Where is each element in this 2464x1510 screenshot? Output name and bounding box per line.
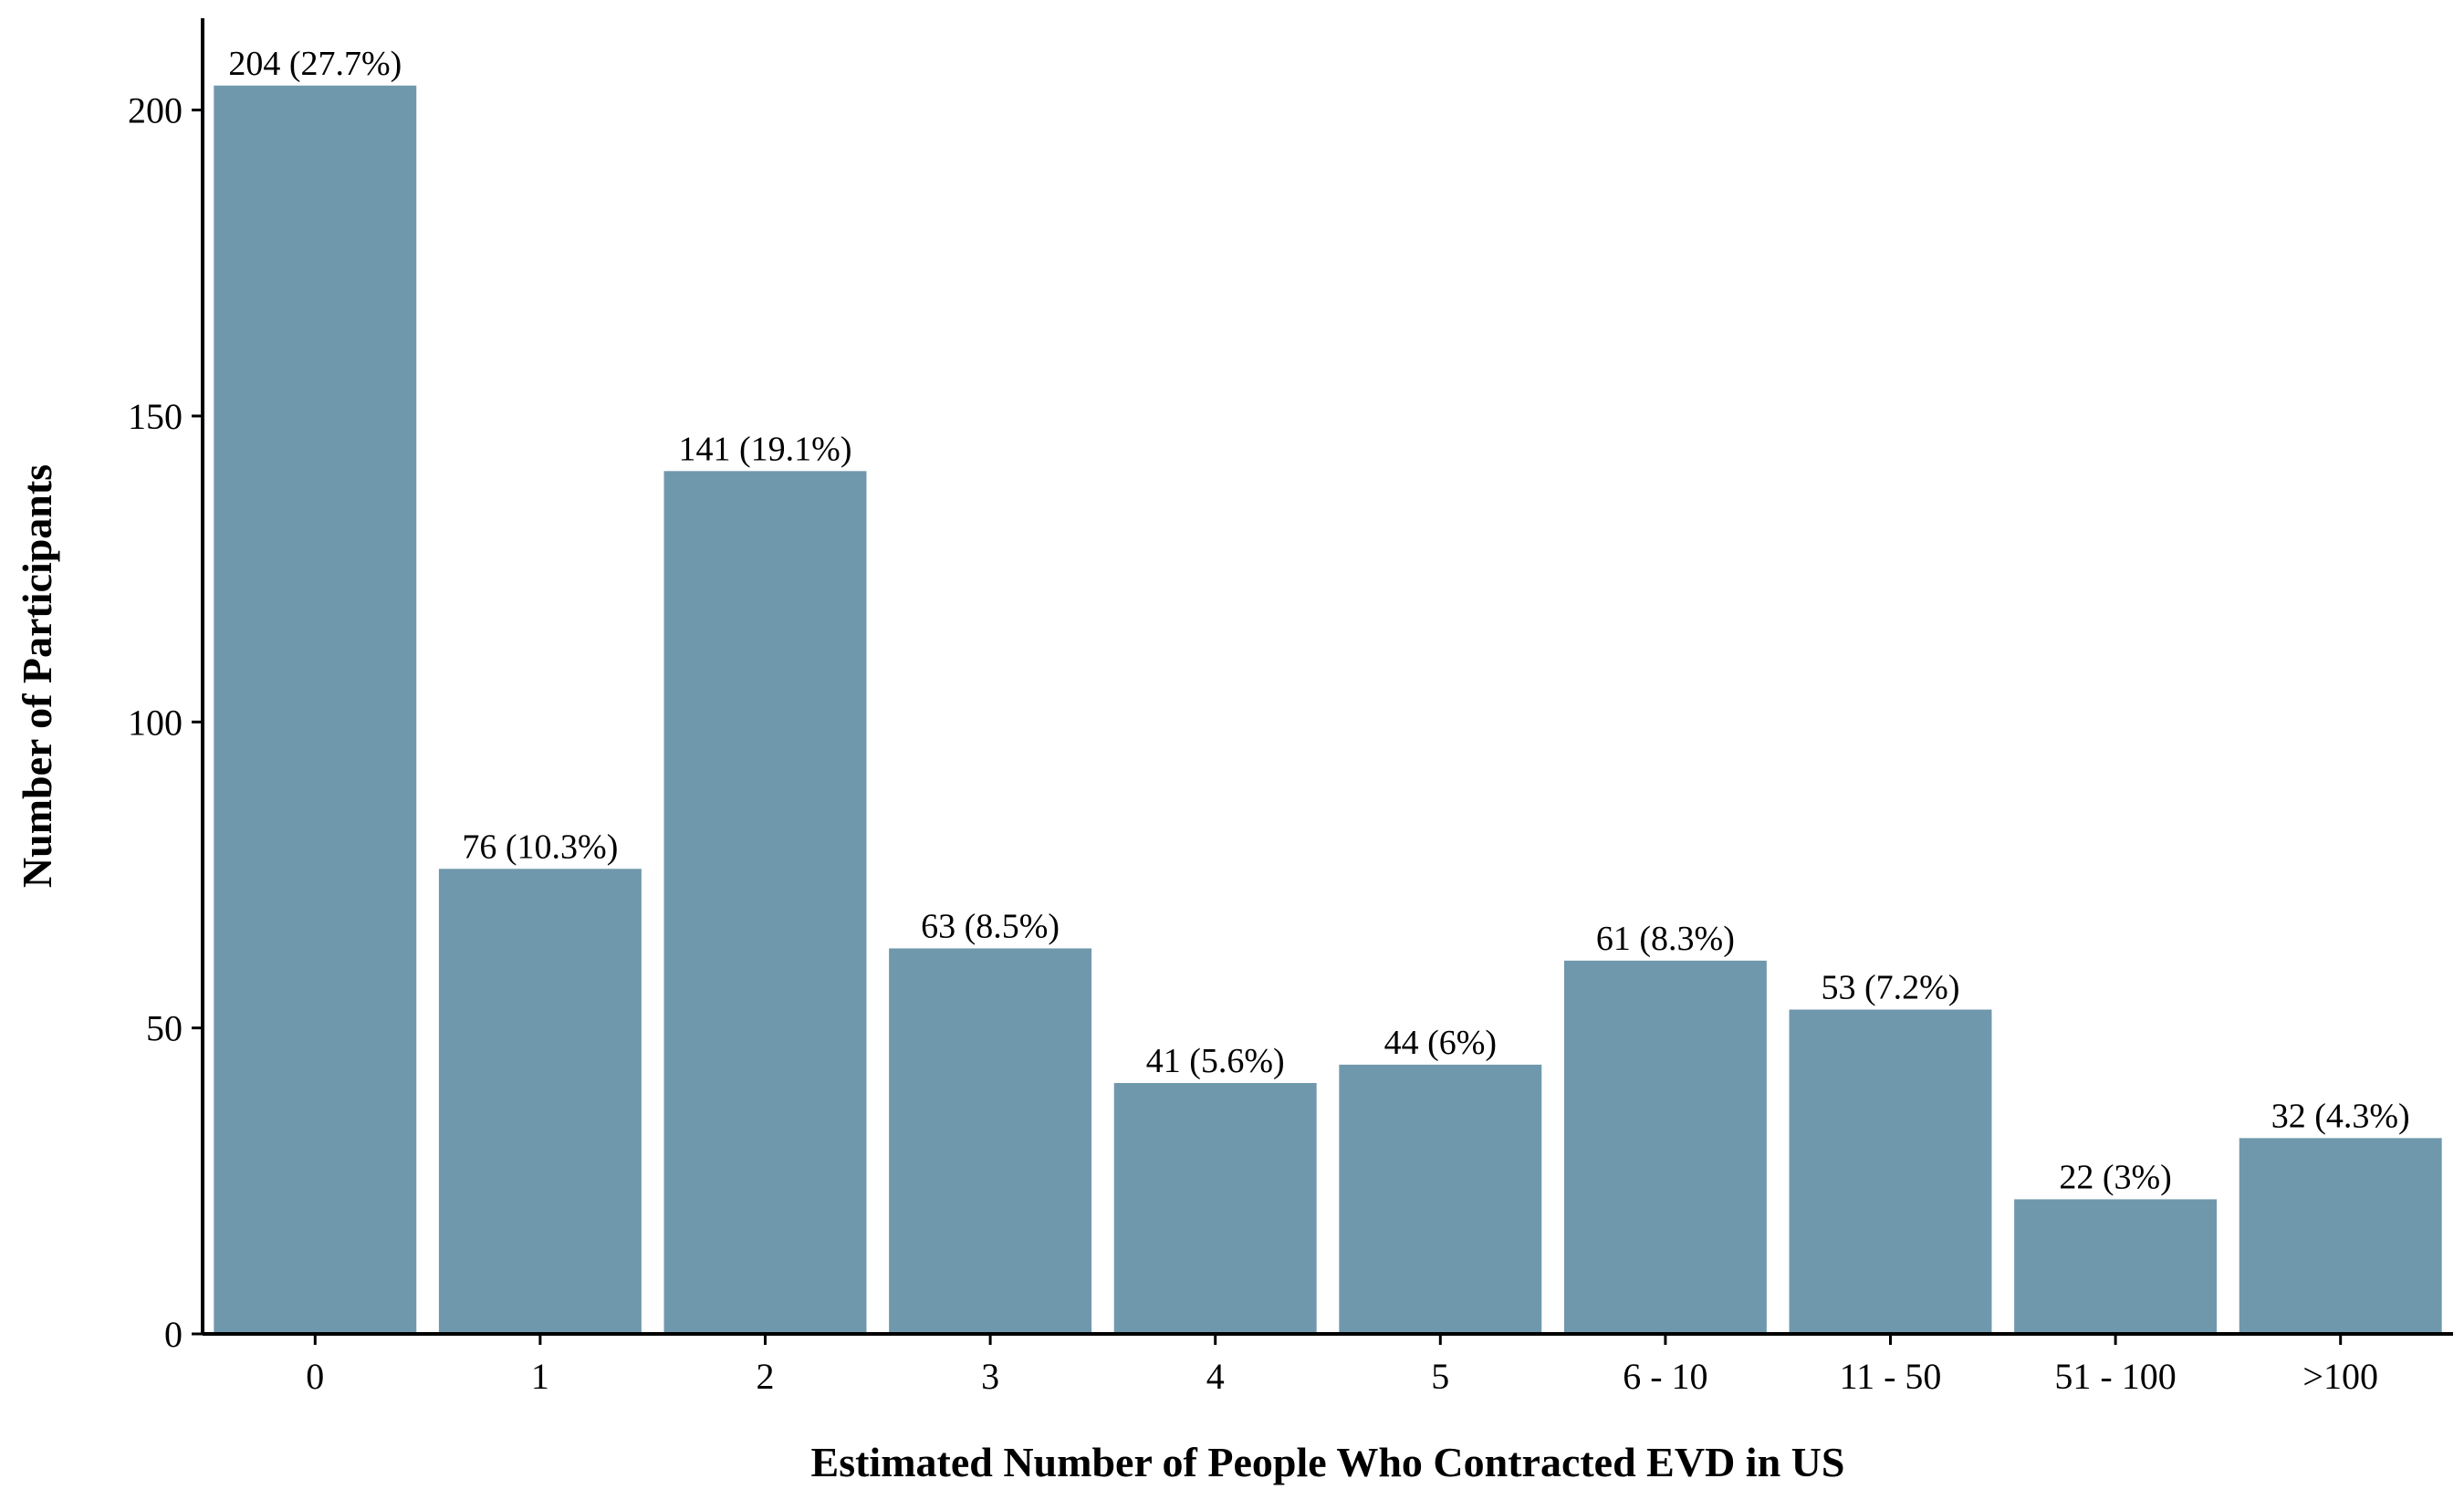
bar-3 xyxy=(889,948,1092,1334)
x-tick-label-2: 2 xyxy=(757,1356,775,1397)
x-tick-label-3: 3 xyxy=(981,1356,999,1397)
x-axis-title: Estimated Number of People Who Contracte… xyxy=(811,1439,1845,1485)
bar-8 xyxy=(2014,1199,2218,1334)
axes-layer xyxy=(201,18,2453,1336)
bar-value-label-4: 41 (5.6%) xyxy=(1146,1042,1285,1080)
x-tick-label-4: 4 xyxy=(1206,1356,1225,1397)
bar-value-label-7: 53 (7.2%) xyxy=(1822,969,1960,1007)
x-tick-label-7: 11 - 50 xyxy=(1840,1356,1942,1397)
bar-value-label-0: 204 (27.7%) xyxy=(228,45,402,83)
bar-value-label-3: 63 (8.5%) xyxy=(921,907,1060,945)
x-tick-label-9: >100 xyxy=(2302,1356,2378,1397)
bars-layer xyxy=(214,85,2442,1335)
y-tick-label-0: 0 xyxy=(164,1314,183,1355)
bar-7 xyxy=(1789,1009,1992,1334)
x-ticks-layer: 0 1 2 3 4 5 6 - 10 11 - 50 51 - 100 >100 xyxy=(306,1334,2378,1397)
bar-value-label-2: 141 (19.1%) xyxy=(679,430,852,468)
y-ticks-layer: 0 50 100 150 200 xyxy=(128,90,203,1355)
bar-value-label-8: 22 (3%) xyxy=(2059,1158,2171,1196)
bar-0 xyxy=(214,85,417,1335)
x-tick-label-5: 5 xyxy=(1431,1356,1449,1397)
x-tick-label-6: 6 - 10 xyxy=(1623,1356,1707,1397)
bar-9 xyxy=(2239,1138,2442,1334)
x-tick-label-8: 51 - 100 xyxy=(2054,1356,2176,1397)
data-labels-layer: 204 (27.7%) 76 (10.3%) 141 (19.1%) 63 (8.5%… xyxy=(228,45,2409,1197)
bar-value-label-9: 32 (4.3%) xyxy=(2271,1097,2410,1135)
bar-value-label-5: 44 (6%) xyxy=(1384,1024,1497,1062)
y-tick-label-4: 200 xyxy=(128,90,183,131)
bar-6 xyxy=(1563,960,1767,1334)
bar-2 xyxy=(663,471,867,1334)
y-tick-label-2: 100 xyxy=(128,702,183,743)
x-tick-label-0: 0 xyxy=(306,1356,324,1397)
y-tick-label-3: 150 xyxy=(128,396,183,437)
bar-1 xyxy=(438,869,642,1334)
bar-4 xyxy=(1113,1083,1317,1334)
bar-5 xyxy=(1339,1064,1542,1334)
bar-value-label-1: 76 (10.3%) xyxy=(462,828,618,866)
x-tick-label-1: 1 xyxy=(531,1356,549,1397)
y-tick-label-1: 50 xyxy=(146,1008,183,1049)
bar-value-label-6: 61 (8.3%) xyxy=(1596,920,1735,958)
y-axis-title: Number of Participants xyxy=(14,464,60,888)
